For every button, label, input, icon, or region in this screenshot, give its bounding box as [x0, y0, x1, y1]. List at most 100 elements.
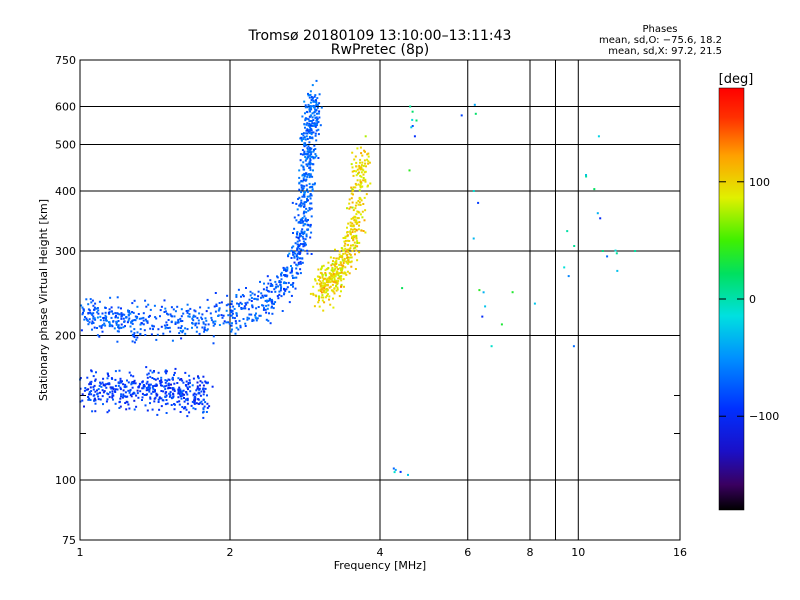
data-point — [340, 290, 342, 293]
data-point — [299, 153, 302, 156]
data-point — [202, 416, 205, 419]
data-point — [94, 399, 97, 402]
data-point — [321, 299, 324, 302]
data-point — [356, 242, 359, 244]
data-point — [229, 306, 232, 308]
data-point — [359, 174, 362, 177]
data-point — [138, 382, 141, 385]
data-point — [303, 175, 306, 178]
data-point — [191, 326, 193, 329]
data-point — [567, 275, 570, 278]
data-point — [317, 268, 320, 271]
data-point — [351, 166, 354, 169]
data-point — [330, 264, 333, 267]
data-point — [315, 109, 318, 112]
data-point — [314, 108, 317, 111]
data-point — [306, 252, 309, 255]
data-point — [170, 383, 172, 386]
data-point — [108, 409, 111, 412]
data-point — [408, 169, 411, 172]
data-point — [290, 283, 292, 286]
data-point — [306, 195, 309, 198]
data-point — [92, 312, 95, 315]
data-point — [338, 250, 341, 253]
data-point — [177, 388, 180, 391]
data-point — [305, 207, 308, 210]
data-point — [363, 196, 366, 199]
data-point — [290, 257, 293, 259]
data-point — [206, 394, 208, 397]
data-point — [88, 309, 91, 312]
data-point — [317, 289, 320, 292]
data-point — [108, 323, 111, 326]
data-point — [110, 377, 113, 380]
data-point — [302, 177, 305, 180]
data-point — [326, 284, 329, 287]
data-point — [292, 253, 295, 256]
data-point — [133, 379, 136, 382]
data-point — [315, 123, 318, 125]
data-point — [356, 240, 359, 243]
data-point — [346, 270, 349, 273]
data-point — [124, 383, 127, 386]
data-point — [104, 311, 107, 314]
data-point — [318, 102, 321, 105]
data-point — [197, 377, 200, 380]
data-point — [97, 388, 100, 391]
data-point — [364, 180, 367, 183]
data-point — [161, 384, 164, 387]
data-point — [145, 382, 148, 385]
data-point — [124, 386, 127, 389]
data-point — [302, 194, 305, 197]
data-point — [346, 253, 349, 256]
data-point — [94, 402, 97, 405]
data-point — [104, 324, 107, 327]
data-point — [276, 295, 279, 298]
data-point — [356, 168, 359, 171]
data-point — [150, 392, 153, 395]
data-point — [308, 147, 311, 149]
data-point — [331, 283, 334, 286]
data-point — [107, 373, 109, 376]
data-point — [490, 345, 493, 348]
data-point — [125, 400, 128, 403]
data-point — [195, 389, 198, 392]
data-point — [350, 256, 353, 259]
data-point — [203, 326, 206, 329]
data-point — [242, 295, 245, 298]
data-point — [200, 400, 203, 403]
data-point — [199, 380, 202, 383]
data-point — [303, 243, 306, 245]
data-point — [163, 324, 166, 327]
data-point — [255, 312, 257, 315]
data-point — [329, 281, 332, 284]
data-point — [340, 264, 343, 267]
data-point — [310, 131, 313, 134]
data-point — [91, 313, 94, 316]
data-point — [330, 289, 333, 292]
data-point — [360, 229, 363, 232]
data-point — [120, 381, 123, 384]
data-point — [102, 403, 104, 406]
data-point — [355, 223, 358, 225]
data-point — [327, 267, 330, 269]
data-point — [324, 269, 327, 272]
data-point — [180, 308, 183, 311]
x-tick-label: 10 — [571, 546, 585, 559]
data-point — [180, 325, 183, 328]
data-point — [165, 321, 168, 324]
data-point — [118, 313, 121, 316]
data-point — [144, 299, 147, 302]
data-point — [145, 387, 148, 389]
data-point — [319, 290, 322, 292]
data-point — [231, 322, 233, 325]
data-point — [291, 267, 294, 270]
data-point — [309, 105, 312, 108]
data-point — [280, 273, 282, 276]
data-point — [90, 301, 93, 304]
data-point — [144, 318, 147, 321]
data-point — [172, 387, 175, 390]
data-point — [105, 383, 108, 386]
data-point — [314, 148, 317, 150]
data-point — [354, 155, 357, 158]
